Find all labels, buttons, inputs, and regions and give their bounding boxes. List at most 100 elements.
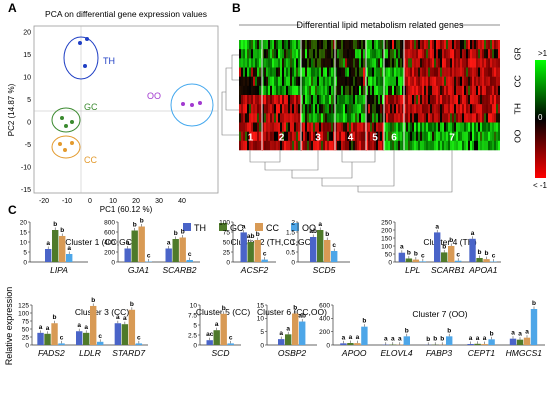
heatmap-cell — [347, 68, 349, 77]
heatmap-cell — [426, 123, 428, 132]
heatmap-cell — [434, 104, 436, 113]
significance-letter: c — [98, 333, 102, 340]
heatmap-cell — [420, 86, 422, 95]
heatmap-cell — [270, 104, 272, 113]
heatmap-cell — [345, 49, 347, 58]
heatmap-cell — [394, 95, 396, 104]
heatmap-cell — [418, 132, 420, 141]
heatmap-cell — [305, 132, 307, 141]
heatmap-cell — [466, 86, 468, 95]
heatmap-cell — [464, 104, 466, 113]
heatmap-cell — [359, 104, 361, 113]
heatmap-cell — [355, 113, 357, 122]
cluster-label: 4 — [348, 132, 354, 143]
heatmap-cell — [243, 113, 245, 122]
heatmap-cell — [294, 113, 296, 122]
heatmap-cell — [280, 49, 282, 58]
heatmap-cell — [341, 132, 343, 141]
heatmap-cell — [327, 95, 329, 104]
heatmap-cell — [288, 40, 290, 49]
heatmap-cell — [317, 86, 319, 95]
heatmap-cell — [317, 77, 319, 86]
heatmap-cell — [280, 58, 282, 67]
bar — [173, 239, 179, 262]
heatmap-cell — [434, 68, 436, 77]
heatmap-cell — [460, 132, 462, 141]
heatmap-cell — [428, 123, 430, 132]
bar — [44, 334, 50, 345]
heatmap-cell — [494, 123, 496, 132]
heatmap-cell — [422, 141, 424, 150]
heatmap-cell — [440, 40, 442, 49]
heatmap-panel: Differential lipid metabolism related ge… — [222, 18, 548, 192]
heatmap-cell — [454, 58, 456, 67]
heatmap-cell — [266, 104, 268, 113]
heatmap-cell — [486, 123, 488, 132]
heatmap-cell — [486, 58, 488, 67]
heatmap-cell — [292, 104, 294, 113]
heatmap-cell — [430, 40, 432, 49]
heatmap-cell — [494, 49, 496, 58]
heatmap-cell — [426, 77, 428, 86]
heatmap-cell — [466, 40, 468, 49]
heatmap-cell — [398, 86, 400, 95]
heatmap-cell — [329, 86, 331, 95]
heatmap-cell — [239, 86, 241, 95]
heatmap-cell — [374, 113, 376, 122]
heatmap-cell — [276, 49, 278, 58]
heatmap-cell — [249, 68, 251, 77]
pca-x-tick: 40 — [178, 198, 186, 205]
heatmap-cell — [408, 49, 410, 58]
heatmap-cell — [400, 77, 402, 86]
heatmap-cell — [257, 58, 259, 67]
heatmap-cell — [390, 95, 392, 104]
heatmap-cell — [245, 68, 247, 77]
heatmap-cell — [255, 123, 257, 132]
heatmap-cell — [394, 77, 396, 86]
heatmap-cell — [337, 123, 339, 132]
heatmap-cell — [270, 40, 272, 49]
heatmap-cell — [440, 123, 442, 132]
y-tick-label: 50 — [385, 251, 393, 258]
heatmap-cell — [309, 123, 311, 132]
heatmap-cell — [450, 123, 452, 132]
gene-label: APOA1 — [468, 265, 498, 275]
heatmap-cell — [321, 123, 323, 132]
heatmap-cell — [460, 86, 462, 95]
heatmap-cell — [482, 58, 484, 67]
heatmap-cell — [460, 58, 462, 67]
heatmap-cell — [337, 141, 339, 150]
heatmap-cell — [327, 113, 329, 122]
heatmap-cell — [444, 104, 446, 113]
scale-bottom-label: < -1 — [533, 181, 548, 190]
heatmap-cell — [282, 95, 284, 104]
heatmap-cell — [270, 77, 272, 86]
significance-letter: a — [400, 244, 404, 251]
heatmap-cell — [472, 86, 474, 95]
heatmap-cell — [374, 86, 376, 95]
heatmap-cell — [331, 113, 333, 122]
heatmap-cell — [486, 40, 488, 49]
heatmap-cell — [398, 77, 400, 86]
heatmap-cell — [448, 68, 450, 77]
bar — [207, 340, 213, 345]
heatmap-cell — [259, 113, 261, 122]
heatmap-cell — [490, 132, 492, 141]
heatmap-cell — [309, 77, 311, 86]
heatmap-cell — [428, 49, 430, 58]
heatmap-cell — [363, 40, 365, 49]
heatmap-cell — [280, 68, 282, 77]
heatmap-cell — [319, 58, 321, 67]
heatmap-cell — [448, 123, 450, 132]
pca-xlabel: PC1 (60.12 %) — [100, 205, 153, 214]
heatmap-cell — [305, 104, 307, 113]
heatmap-cell — [490, 40, 492, 49]
significance-letter: c — [456, 252, 460, 259]
heatmap-cell — [428, 86, 430, 95]
heatmap-cell — [440, 68, 442, 77]
heatmap-cell — [452, 77, 454, 86]
heatmap-cell — [294, 77, 296, 86]
heatmap-cell — [264, 68, 266, 77]
heatmap-cell — [388, 123, 390, 132]
heatmap-cell — [434, 49, 436, 58]
